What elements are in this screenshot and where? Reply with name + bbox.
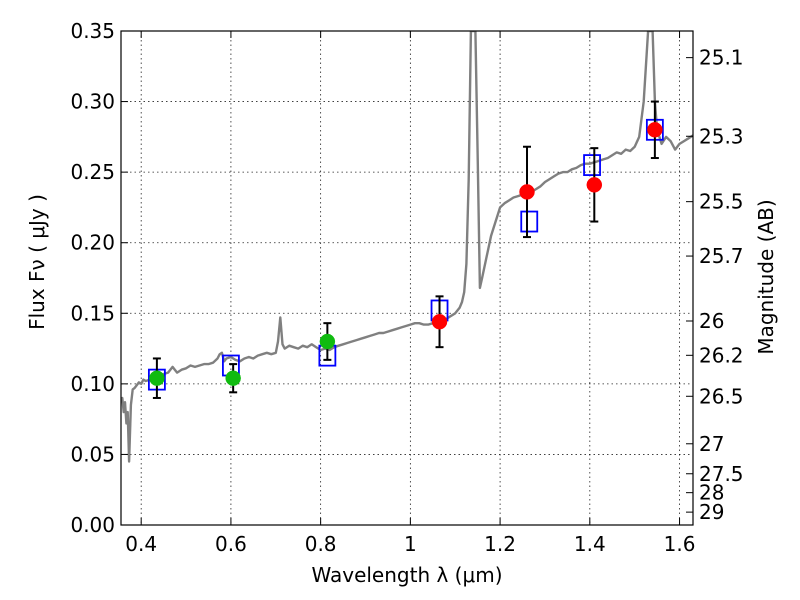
- mag-tick-label: 27: [699, 432, 724, 456]
- x-tick-label: 0.6: [215, 532, 247, 556]
- y-tick-label: 0.15: [70, 301, 115, 325]
- observed-point: [647, 122, 663, 138]
- x-tick-label: 0.8: [305, 532, 337, 556]
- observed-point: [225, 370, 241, 386]
- mag-tick-label: 25.7: [699, 244, 744, 268]
- mag-tick-label: 25.5: [699, 190, 744, 214]
- magnitude-axis-label: Magnitude (AB): [754, 199, 778, 354]
- mag-tick-label: 26.5: [699, 384, 744, 408]
- y-tick-label: 0.05: [70, 442, 115, 466]
- y-tick-label: 0.25: [70, 160, 115, 184]
- observed-point: [319, 333, 336, 350]
- y-tick-label: 0.00: [70, 513, 115, 537]
- y-axis-label: Flux Fν ( μJy ): [25, 194, 49, 330]
- y-tick-label: 0.20: [70, 231, 115, 255]
- mag-tick-label: 25.1: [699, 46, 744, 70]
- x-tick-label: 0.4: [125, 532, 157, 556]
- x-tick-label: 1: [404, 532, 417, 556]
- tick-layer: 0.4 0.6 0.8 1 1.2 1.4 1.6 0.00 0.05 0.10 0.15 0.20 0…: [70, 19, 743, 556]
- mag-tick-label: 25.3: [699, 124, 744, 148]
- mag-tick-label: 26: [699, 309, 724, 333]
- y-tick-label: 0.10: [70, 372, 115, 396]
- observed-point: [519, 184, 535, 200]
- mag-tick-label: 27.5: [699, 462, 744, 486]
- data-layer: [121, 31, 693, 463]
- observed-point: [431, 314, 448, 330]
- plot-frame: [120, 30, 694, 526]
- y-tick-label: 0.35: [70, 19, 115, 43]
- observed-point: [586, 177, 603, 193]
- model-photometry-square: [583, 154, 601, 176]
- mag-tick-label: 28: [699, 481, 724, 505]
- mag-tick-label: 26.2: [699, 343, 744, 367]
- y-tick-label: 0.30: [70, 90, 115, 114]
- x-tick-label: 1.2: [484, 532, 516, 556]
- x-tick-label: 1.6: [664, 532, 696, 556]
- spectrum-line: [121, 31, 693, 463]
- observed-point: [149, 370, 165, 386]
- mag-tick-label: 29: [699, 500, 724, 524]
- x-axis-label: Wavelength λ (μm): [311, 563, 502, 587]
- x-tick-label: 1.4: [574, 532, 606, 556]
- model-photometry-square: [520, 210, 539, 233]
